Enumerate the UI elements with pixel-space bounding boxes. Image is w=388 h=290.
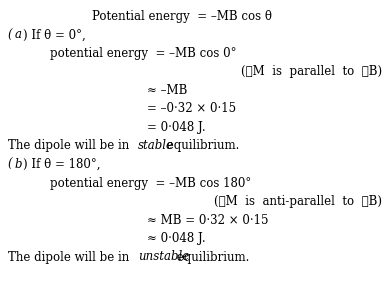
Text: a: a — [15, 28, 22, 41]
Text: ≈ MB = 0·32 × 0·15: ≈ MB = 0·32 × 0·15 — [147, 213, 269, 226]
Text: b: b — [15, 158, 22, 171]
Text: equilibrium.: equilibrium. — [173, 251, 250, 264]
Text: ≈ 0·048 J.: ≈ 0·048 J. — [147, 232, 206, 245]
Text: (⃗M  is  anti-parallel  to  ⃗B): (⃗M is anti-parallel to ⃗B) — [214, 195, 382, 208]
Text: = –0·32 × 0·15: = –0·32 × 0·15 — [147, 102, 237, 115]
Text: The dipole will be in: The dipole will be in — [8, 139, 133, 153]
Text: ) If θ = 0°,: ) If θ = 0°, — [23, 28, 86, 41]
Text: The dipole will be in: The dipole will be in — [8, 251, 133, 264]
Text: ) If θ = 180°,: ) If θ = 180°, — [23, 158, 101, 171]
Text: = 0·048 J.: = 0·048 J. — [147, 121, 206, 134]
Text: potential energy  = –MB cos 180°: potential energy = –MB cos 180° — [50, 177, 252, 189]
Text: (: ( — [8, 28, 12, 41]
Text: ≈ –MB: ≈ –MB — [147, 84, 188, 97]
Text: unstable: unstable — [138, 251, 189, 264]
Text: equilibrium.: equilibrium. — [163, 139, 239, 153]
Text: (⃗M  is  parallel  to  ⃗B): (⃗M is parallel to ⃗B) — [241, 66, 382, 79]
Text: potential energy  = –MB cos 0°: potential energy = –MB cos 0° — [50, 47, 237, 60]
Text: Potential energy  = –MB cos θ: Potential energy = –MB cos θ — [92, 10, 272, 23]
Text: (: ( — [8, 158, 12, 171]
Text: stable: stable — [138, 139, 174, 153]
